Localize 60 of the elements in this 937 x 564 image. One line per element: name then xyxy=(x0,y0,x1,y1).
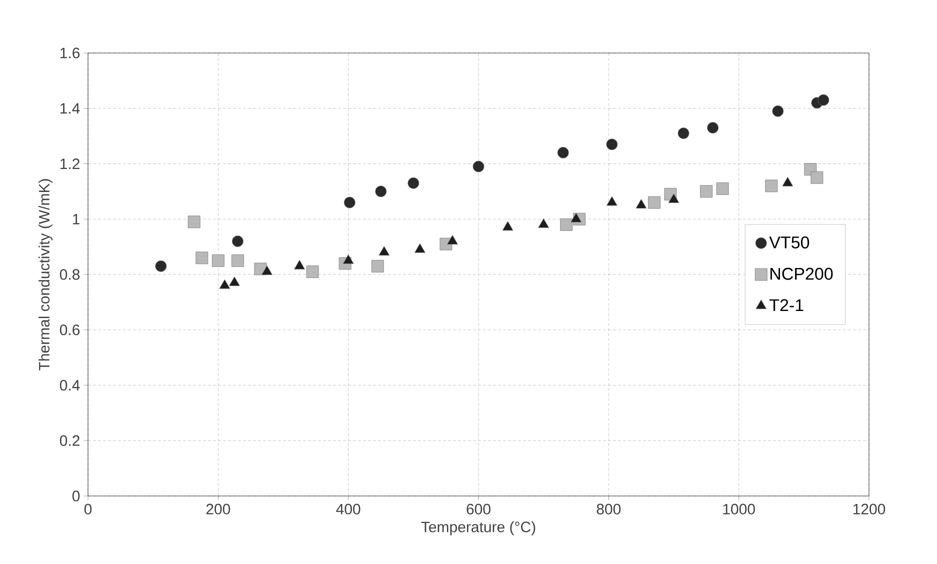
point xyxy=(606,138,618,150)
point xyxy=(188,216,200,228)
legend-label: NCP200 xyxy=(770,268,833,280)
point xyxy=(294,260,305,270)
y-axis-title: Thermal conductivity (W/mK) xyxy=(38,179,52,370)
point xyxy=(557,146,569,158)
legend-label: VT50 xyxy=(769,236,810,248)
point xyxy=(538,218,549,228)
point xyxy=(765,180,778,192)
point xyxy=(636,199,647,208)
point xyxy=(306,266,319,278)
point xyxy=(371,260,384,272)
y-tick-label: 0.6 xyxy=(60,324,80,336)
point xyxy=(229,276,240,286)
x-tick-label: 1000 xyxy=(723,504,755,514)
y-tick-label: 1.4 xyxy=(60,103,80,114)
x-tick-label: 200 xyxy=(206,504,230,514)
point xyxy=(375,186,387,198)
x-tick-label: 800 xyxy=(596,504,621,514)
point xyxy=(606,196,618,206)
legend-label: T2-1 xyxy=(769,299,804,312)
x-axis-title: Temperature (°C) xyxy=(421,521,536,536)
point xyxy=(678,128,690,139)
point xyxy=(700,185,712,198)
point xyxy=(212,254,224,267)
point xyxy=(772,105,784,117)
y-tick-label: 0.4 xyxy=(60,380,80,391)
point xyxy=(447,235,458,244)
point xyxy=(810,171,824,184)
x-tick-label: 600 xyxy=(466,504,490,514)
point xyxy=(344,196,356,208)
point xyxy=(668,194,680,203)
point xyxy=(414,243,426,253)
point xyxy=(408,177,420,189)
point xyxy=(155,260,167,272)
point xyxy=(707,122,719,134)
x-tick-label: 1200 xyxy=(853,504,886,514)
point xyxy=(378,246,390,256)
point xyxy=(570,212,582,222)
point xyxy=(232,236,244,247)
point xyxy=(648,196,660,209)
point xyxy=(262,266,272,275)
point xyxy=(472,160,484,172)
y-tick-label: 0.2 xyxy=(60,435,80,446)
y-tick-label: 0 xyxy=(72,490,80,502)
x-tick-label: 0 xyxy=(84,504,92,514)
y-tick-label: 1 xyxy=(73,214,80,224)
point xyxy=(560,218,573,231)
point xyxy=(716,182,729,195)
point xyxy=(502,221,514,231)
point xyxy=(232,254,244,267)
point xyxy=(818,94,830,106)
y-tick-label: 1.6 xyxy=(60,48,80,58)
point xyxy=(219,279,230,289)
y-tick-label: 0.8 xyxy=(60,269,80,280)
point xyxy=(782,176,794,186)
x-tick-label: 400 xyxy=(336,504,360,514)
point xyxy=(196,252,208,264)
y-tick-label: 1.2 xyxy=(60,158,80,169)
point xyxy=(342,254,354,264)
